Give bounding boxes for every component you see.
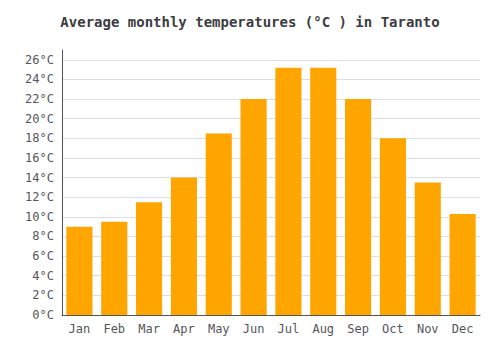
svg-text:22°C: 22°C: [25, 92, 54, 106]
svg-text:24°C: 24°C: [25, 72, 54, 86]
svg-text:Jan: Jan: [69, 322, 91, 336]
svg-text:20°C: 20°C: [25, 112, 54, 126]
svg-text:Nov: Nov: [417, 322, 439, 336]
svg-text:4°C: 4°C: [32, 269, 54, 283]
svg-text:Dec: Dec: [452, 322, 474, 336]
svg-text:Feb: Feb: [103, 322, 125, 336]
svg-text:Sep: Sep: [347, 322, 369, 336]
svg-text:26°C: 26°C: [25, 53, 54, 67]
svg-text:Jul: Jul: [278, 322, 300, 336]
svg-text:Jun: Jun: [243, 322, 265, 336]
svg-text:Apr: Apr: [173, 322, 195, 336]
svg-text:8°C: 8°C: [32, 229, 54, 243]
svg-text:2°C: 2°C: [32, 288, 54, 302]
svg-text:Mar: Mar: [138, 322, 160, 336]
svg-text:18°C: 18°C: [25, 131, 54, 145]
svg-text:12°C: 12°C: [25, 190, 54, 204]
svg-text:Aug: Aug: [312, 322, 334, 336]
svg-text:16°C: 16°C: [25, 151, 54, 165]
svg-text:10°C: 10°C: [25, 210, 54, 224]
svg-text:May: May: [208, 322, 230, 336]
svg-text:Oct: Oct: [382, 322, 404, 336]
svg-text:6°C: 6°C: [32, 249, 54, 263]
svg-text:0°C: 0°C: [32, 308, 54, 322]
svg-text:Average monthly temperatures (: Average monthly temperatures (°C ) in Ta…: [60, 14, 439, 30]
svg-text:14°C: 14°C: [25, 171, 54, 185]
